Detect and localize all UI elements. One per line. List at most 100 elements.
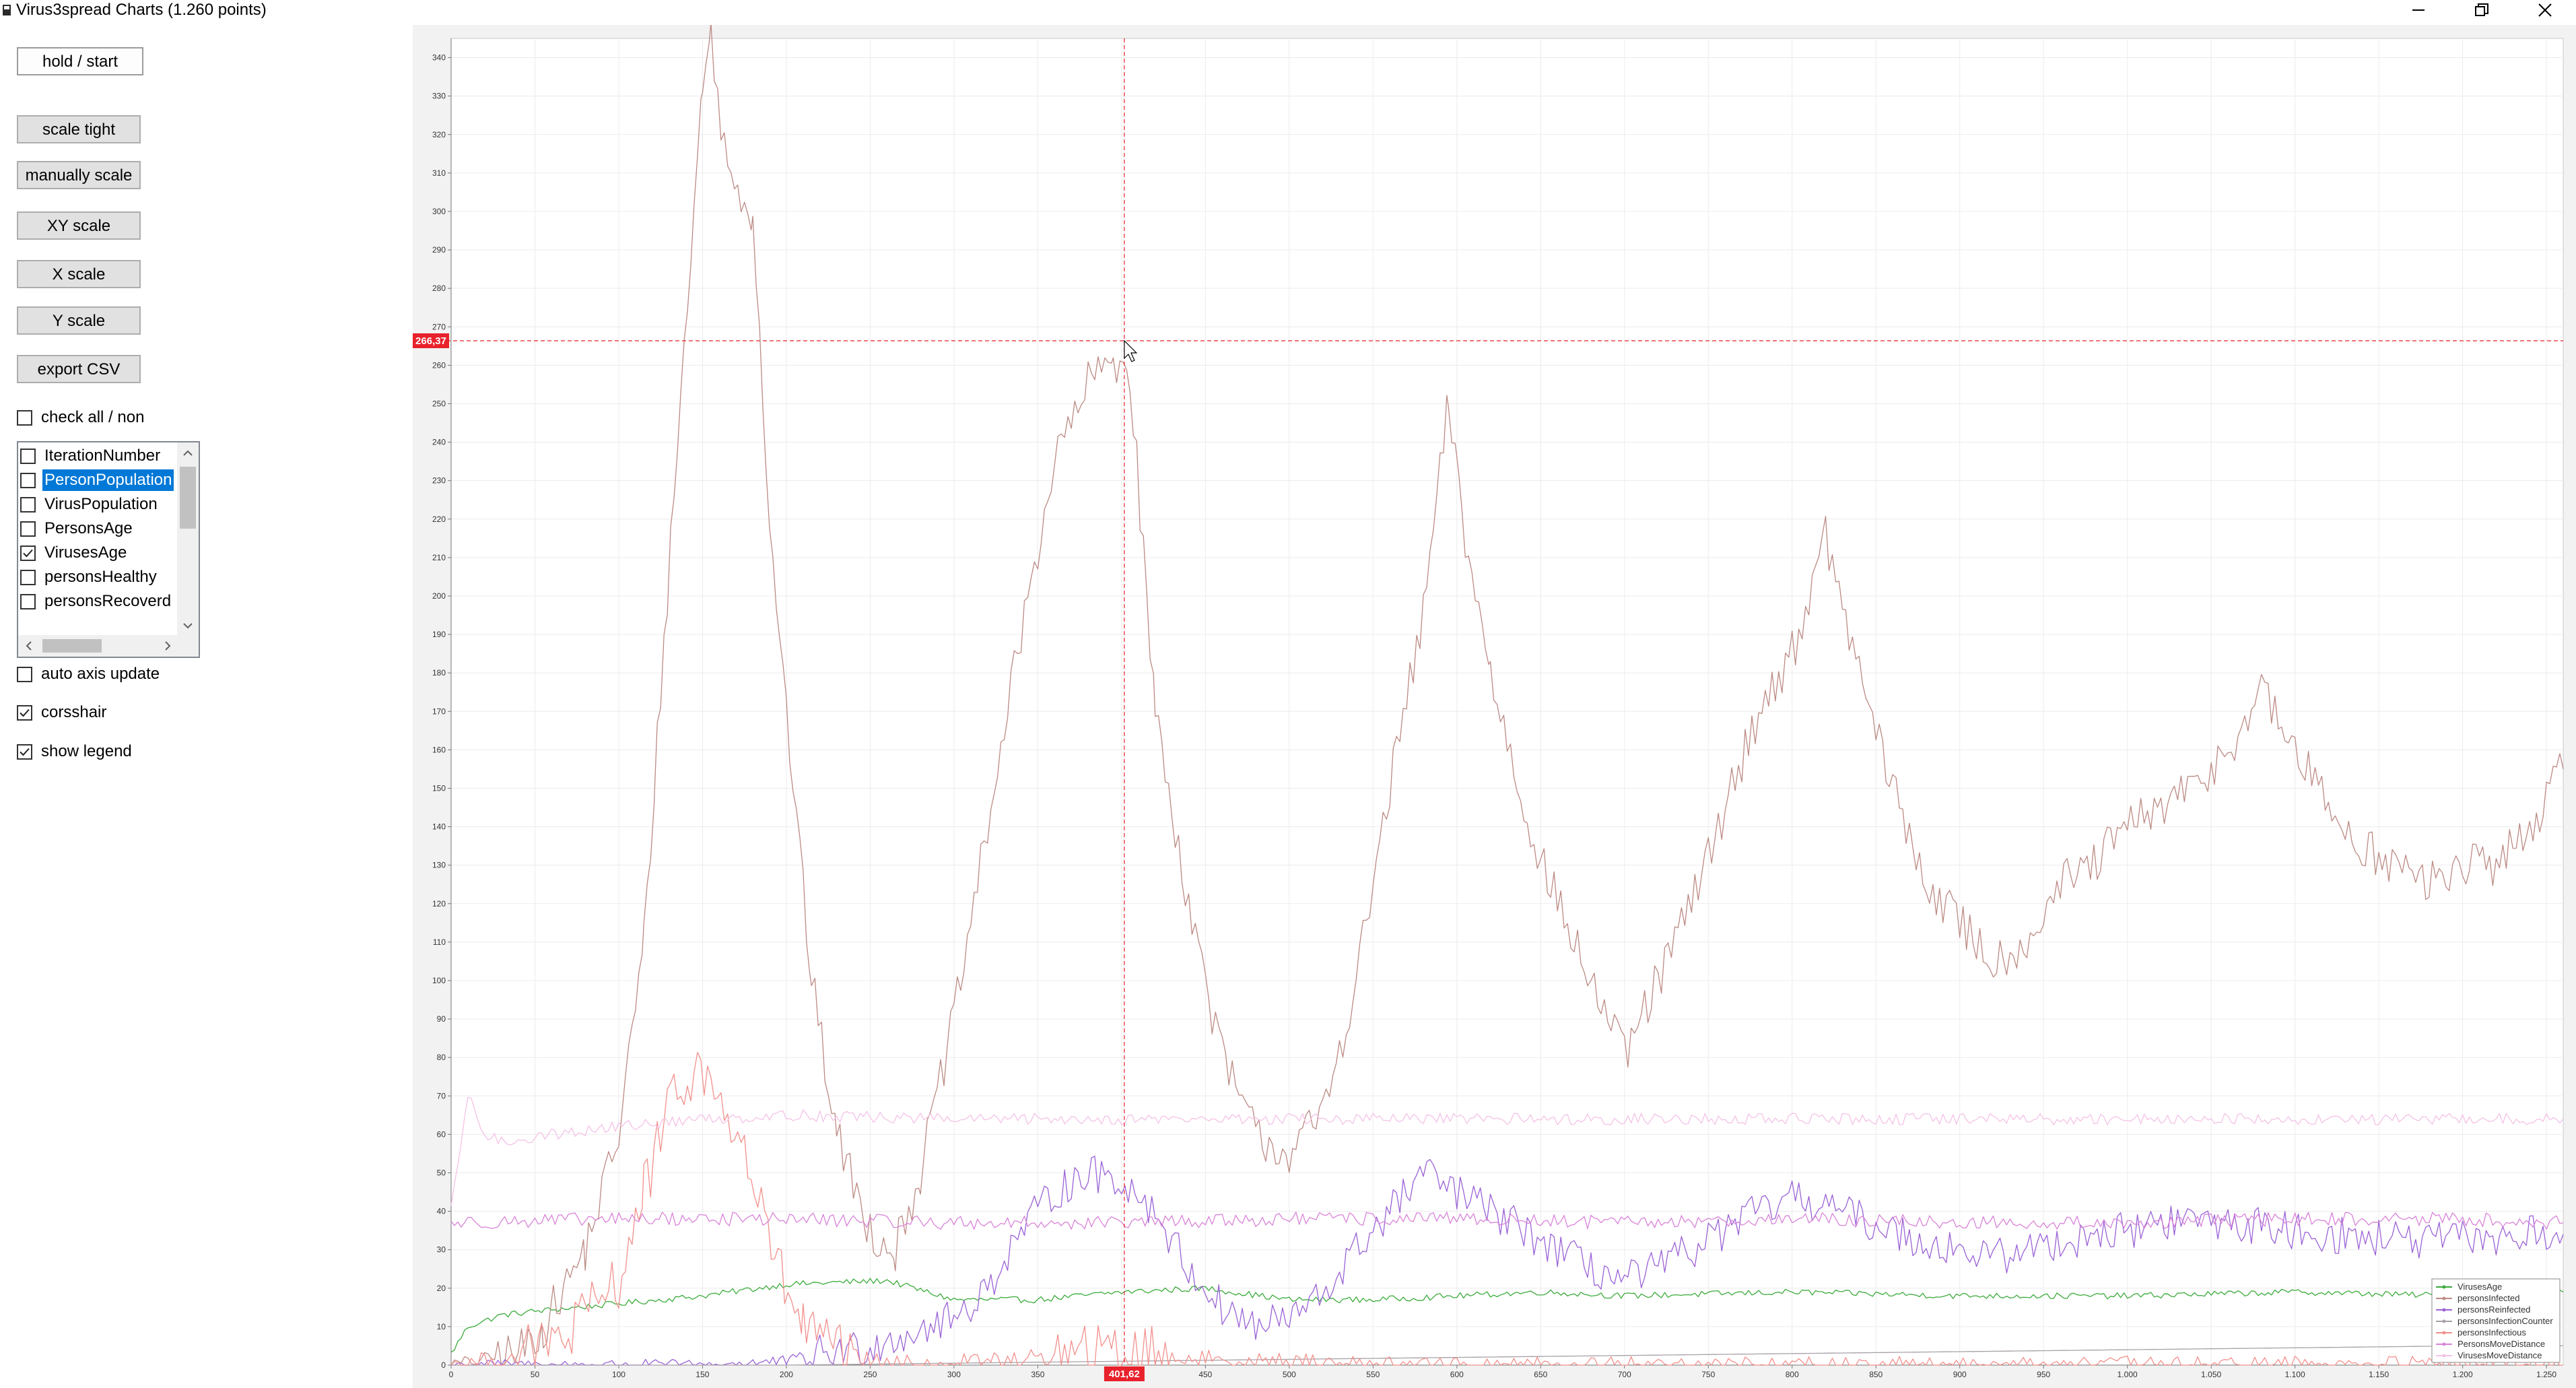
title-bar: Virus3spread Charts (1.260 points) — [0, 0, 2576, 20]
export-csv-button[interactable]: export CSV — [17, 355, 141, 383]
x-tick-label: 1.150 — [2369, 1370, 2389, 1379]
y-tick-label: 320 — [432, 130, 446, 139]
y-tick-label: 160 — [432, 745, 446, 754]
checkbox-box[interactable] — [20, 569, 36, 585]
checkbox-box[interactable] — [17, 704, 32, 721]
manually-scale-button[interactable]: manually scale — [17, 161, 141, 189]
checkbox-box[interactable] — [20, 448, 36, 464]
vertical-scrollbar[interactable] — [177, 442, 199, 636]
scroll-left-button[interactable] — [18, 635, 40, 657]
list-item-label: PersonsAge — [44, 519, 133, 537]
list-item-label: personsRecoverd — [44, 592, 172, 610]
legend-marker — [2442, 1354, 2446, 1358]
chevron-down-icon — [183, 623, 193, 629]
auto-axis-update-checkbox[interactable]: auto axis update — [17, 663, 160, 686]
restore-icon — [2475, 3, 2488, 16]
xy-scale-button[interactable]: XY scale — [17, 211, 141, 240]
legend-marker — [2442, 1319, 2446, 1323]
checkmark-icon — [20, 748, 30, 756]
y-tick-label: 10 — [437, 1322, 446, 1331]
legend-box — [2431, 1278, 2561, 1363]
y-tick-label: 270 — [432, 322, 446, 331]
legend-entry: VirusesMoveDistance — [2458, 1350, 2542, 1360]
x-tick-label: 1.000 — [2117, 1370, 2138, 1379]
list-item[interactable]: personsRecoverd — [18, 589, 180, 614]
checkbox-box[interactable] — [20, 593, 36, 609]
close-button[interactable] — [2513, 0, 2576, 20]
list-item[interactable]: PersonPopulation — [18, 468, 180, 492]
legend: VirusesAgepersonsInfectedpersonsReinfect… — [2431, 1278, 2561, 1363]
legend-marker — [2442, 1342, 2446, 1346]
show-legend-checkbox[interactable]: show legend — [17, 740, 132, 763]
scroll-thumb[interactable] — [42, 639, 102, 653]
crosshair-y-label: 266,37 — [415, 335, 446, 347]
horizontal-scrollbar[interactable] — [18, 635, 178, 657]
checkbox-box[interactable] — [17, 743, 32, 760]
window-title: Virus3spread Charts (1.260 points) — [16, 1, 267, 19]
series-checklist[interactable]: IterationNumber PersonPopulation VirusPopu… — [17, 441, 200, 658]
minimize-button[interactable] — [2386, 0, 2451, 20]
checkbox-box[interactable] — [20, 521, 36, 537]
list-item[interactable]: personsHealthy — [18, 565, 180, 589]
y-tick-label: 220 — [432, 515, 446, 524]
checkbox-box[interactable] — [20, 496, 36, 513]
x-scale-button[interactable]: X scale — [17, 260, 141, 288]
list-item[interactable]: IterationNumber — [18, 444, 180, 468]
series-line-personsinfectious — [450, 1051, 2563, 1366]
legend-entry: personsReinfected — [2458, 1304, 2530, 1315]
crosshair-checkbox[interactable]: corsshair — [17, 701, 106, 724]
scroll-corner — [177, 635, 199, 657]
legend-marker — [2442, 1296, 2446, 1300]
auto-axis-update-label: auto axis update — [41, 665, 160, 683]
checkbox-box[interactable] — [17, 409, 32, 426]
y-tick-label: 100 — [432, 976, 446, 985]
chart-panel[interactable]: 0 10 20 30 40 50 60 70 80 90 100 110 120 130 140 150 160… — [413, 25, 2576, 1388]
list-item[interactable]: VirusPopulation — [18, 492, 180, 517]
hold-start-button[interactable]: hold / start — [17, 47, 143, 75]
list-item-label: VirusPopulation — [44, 495, 158, 513]
checkbox-box[interactable] — [17, 666, 32, 682]
crosshair-x-badge — [1104, 1366, 1145, 1381]
x-tick-label: 800 — [1786, 1370, 1799, 1379]
scroll-thumb[interactable] — [180, 467, 196, 529]
control-panel: hold / start scale tight manually scale … — [0, 20, 404, 1388]
y-tick-label: 20 — [437, 1284, 446, 1293]
checkbox-box[interactable] — [20, 545, 36, 561]
x-tick-label: 350 — [1031, 1370, 1044, 1379]
mouse-cursor-icon — [1124, 339, 1138, 362]
list-item[interactable]: VirusesAge — [18, 541, 180, 565]
chevron-up-icon — [183, 450, 193, 456]
restore-button[interactable] — [2449, 0, 2514, 20]
x-tick-label: 500 — [1283, 1370, 1296, 1379]
y-scale-button[interactable]: Y scale — [17, 306, 141, 335]
line-chart[interactable]: 0 10 20 30 40 50 60 70 80 90 100 110 120 130 140 150 160… — [413, 25, 2576, 1388]
y-tick-label: 180 — [432, 668, 446, 678]
scroll-right-button[interactable] — [157, 635, 178, 657]
legend-entry: PersonsMoveDistance — [2458, 1339, 2545, 1349]
list-item[interactable]: PersonsAge — [18, 517, 180, 541]
x-tick-label: 200 — [780, 1370, 793, 1379]
y-tick-label: 340 — [432, 53, 446, 63]
check-all-label: check all / non — [41, 408, 145, 426]
y-tick-label: 330 — [432, 92, 446, 101]
scale-tight-button[interactable]: scale tight — [17, 115, 141, 143]
y-tick-label: 260 — [432, 360, 446, 370]
y-tick-label: 40 — [437, 1207, 446, 1216]
check-all-checkbox[interactable]: check all / non — [17, 406, 144, 429]
series-line-virusesmovedistance — [450, 1096, 2564, 1206]
scroll-up-button[interactable] — [177, 442, 199, 464]
legend-entry: VirusesAge — [2458, 1282, 2502, 1292]
y-tick-label: 0 — [441, 1360, 446, 1370]
y-tick-label: 280 — [432, 284, 446, 293]
show-legend-label: show legend — [41, 742, 132, 760]
y-tick-label: 80 — [437, 1053, 446, 1062]
x-tick-label: 750 — [1701, 1370, 1715, 1379]
scroll-down-button[interactable] — [177, 615, 199, 636]
checkmark-icon — [23, 549, 33, 557]
checkbox-box[interactable] — [20, 472, 36, 488]
y-tick-label: 60 — [437, 1129, 446, 1139]
x-tick-label: 0 — [449, 1370, 454, 1379]
crosshair-y-badge — [413, 333, 449, 348]
x-tick-label: 600 — [1450, 1370, 1464, 1379]
legend-marker — [2442, 1308, 2446, 1312]
